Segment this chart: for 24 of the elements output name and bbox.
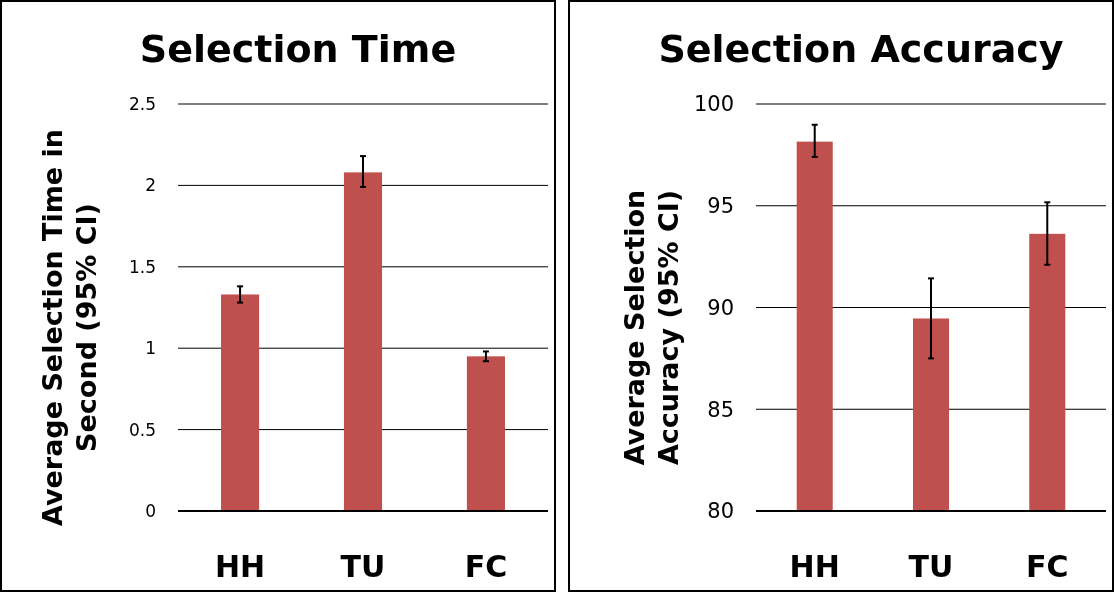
x-tick-label: FC [1026, 549, 1069, 584]
y-tick-label: 80 [707, 499, 734, 524]
y-axis-title: Average Selection Accuracy (95% CI) [619, 189, 684, 466]
y-tick-label: 0 [145, 500, 156, 521]
x-tick-label: TU [340, 549, 386, 584]
chart-title: Selection Accuracy [658, 27, 1064, 71]
y-tick-label: 2 [145, 175, 156, 196]
x-tick-label: HH [214, 549, 266, 584]
x-tick-label: FC [464, 549, 508, 584]
y-tick-label: 95 [707, 194, 734, 219]
bar [221, 294, 260, 511]
bar [343, 172, 383, 511]
x-tick-label: TU [908, 549, 954, 584]
y-tick-label: 100 [693, 92, 734, 117]
y-tick-label: 90 [707, 295, 734, 320]
bar [466, 356, 505, 511]
y-tick-label: 85 [707, 397, 734, 422]
y-tick-label: 1 [145, 338, 156, 359]
y-tick-label: 1.5 [128, 256, 156, 277]
y-tick-label: 0.5 [128, 419, 156, 440]
x-tick-label: HH [789, 549, 840, 584]
chart-title: Selection Time [139, 27, 457, 71]
y-axis-title: Average Selection Time in Second (95% CI) [37, 128, 102, 527]
y-tick-label: 2.5 [128, 93, 156, 114]
